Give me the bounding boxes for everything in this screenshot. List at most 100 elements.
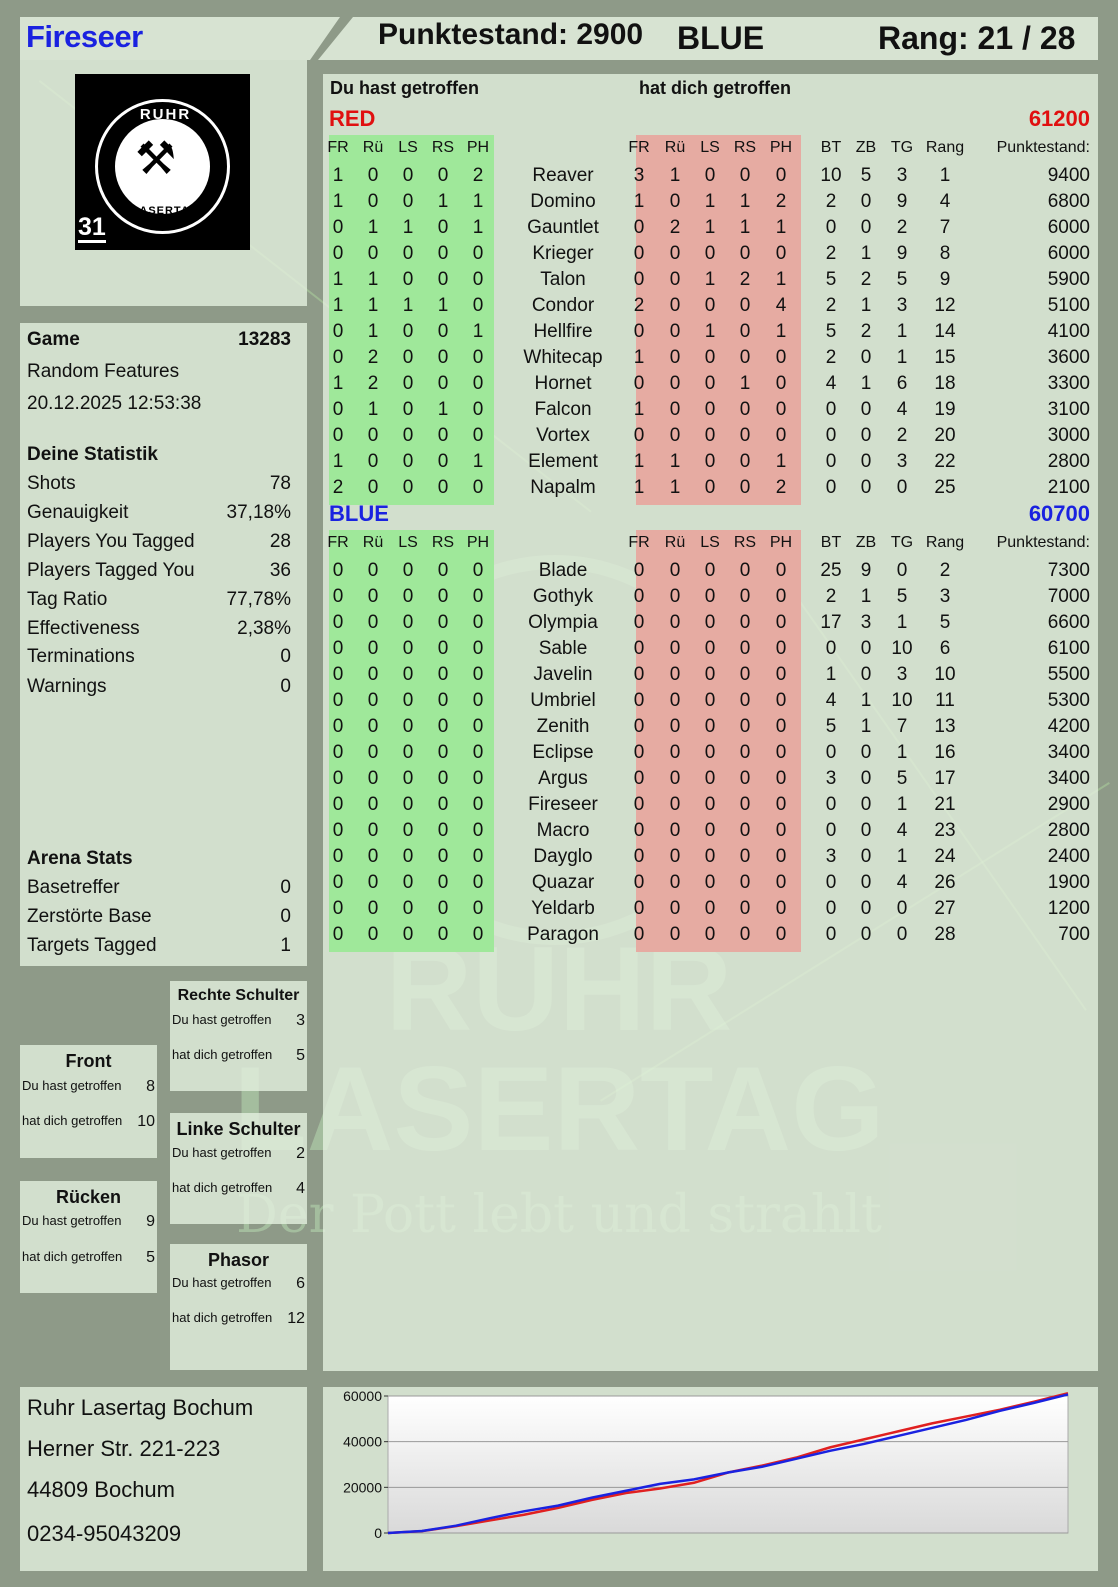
you-hit-cell: 1 — [367, 321, 379, 342]
player-stat-cell: 0 — [896, 924, 908, 945]
hit-you-cell: 0 — [704, 638, 716, 659]
you-hit-cell: 0 — [367, 846, 379, 867]
hit-you-cell: 0 — [775, 347, 787, 368]
you-hit-cell: 0 — [402, 243, 414, 264]
player-name-cell: Argus — [538, 768, 588, 789]
hit-you-cell: 0 — [704, 165, 716, 186]
you-hit-cell: 0 — [332, 690, 344, 711]
zone-title: Linke Schulter — [176, 1119, 301, 1139]
you-hit-header: Du hast getroffen — [330, 78, 480, 98]
address-phone: 0234-95043209 — [27, 1521, 182, 1546]
player-name-cell: Sable — [538, 638, 588, 659]
zone-you-hit-row: Du hast getroffen 8 — [22, 1078, 155, 1095]
you-hit-cell: 0 — [437, 846, 449, 867]
player-score-cell: 700 — [1058, 924, 1090, 945]
player-row: 1 1 1 1 0 Condor 2 0 0 0 4 2 1 3 12 5100 — [323, 295, 1098, 321]
hit-you-cell: 0 — [739, 690, 751, 711]
hit-you-cell: 1 — [775, 217, 787, 238]
hit-you-cell: 0 — [775, 243, 787, 264]
game-datetime-text: 20.12.2025 12:53:38 — [27, 393, 202, 414]
you-hit-cell: 0 — [437, 165, 449, 186]
you-hit-cell: 1 — [472, 451, 484, 472]
you-hit-column-bg — [329, 135, 494, 505]
stats-panel: Game 13283 Random Features 20.12.2025 12… — [20, 323, 307, 966]
player-stat-cell: 7 — [939, 217, 951, 238]
you-hit-cell: 0 — [437, 638, 449, 659]
zone-hit-you-row: hat dich getroffen 5 — [172, 1047, 305, 1064]
player-stat-cell: 6 — [939, 638, 951, 659]
hammer-icon: ⚒ — [135, 132, 177, 184]
you-hit-cell: 0 — [367, 165, 379, 186]
hit-you-cell: 0 — [775, 399, 787, 420]
you-hit-cell: 0 — [332, 321, 344, 342]
hit-you-cell: 0 — [739, 165, 751, 186]
column-header: FR — [628, 534, 650, 551]
hit-you-cell: 0 — [633, 560, 645, 581]
player-row: 0 0 0 0 0 Zenith 0 0 0 0 0 5 1 7 13 4200 — [323, 716, 1098, 742]
you-hit-cell: 0 — [367, 191, 379, 212]
hit-you-cell: 0 — [669, 846, 681, 867]
player-score-cell: 2800 — [1047, 820, 1090, 841]
you-hit-cell: 1 — [332, 269, 344, 290]
player-stat-cell: 0 — [860, 846, 872, 867]
player-name-cell: Javelin — [533, 664, 593, 685]
you-hit-cell: 0 — [402, 560, 414, 581]
player-row: 0 0 0 0 0 Yeldarb 0 0 0 0 0 0 0 0 27 1200 — [323, 898, 1098, 924]
player-name-cell: Condor — [531, 295, 595, 316]
column-header: ZB — [855, 534, 877, 551]
hit-you-cell: 0 — [739, 477, 751, 498]
you-hit-cell: 0 — [472, 664, 484, 685]
player-score-cell: 3100 — [1047, 399, 1090, 420]
you-hit-cell: 0 — [437, 586, 449, 607]
you-hit-cell: 0 — [402, 716, 414, 737]
hit-you-cell: 0 — [704, 924, 716, 945]
player-stat-cell: 5 — [825, 269, 837, 290]
player-row: 1 0 0 1 1 Domino 1 0 1 1 2 2 0 9 4 6800 — [323, 191, 1098, 217]
player-score-cell: 4200 — [1047, 716, 1090, 737]
hit-you-cell: 0 — [669, 794, 681, 815]
you-hit-cell: 1 — [367, 217, 379, 238]
zone-hit-you-row: hat dich getroffen 4 — [172, 1180, 305, 1197]
hit-you-cell: 0 — [775, 872, 787, 893]
player-stat-cell: 1 — [896, 321, 908, 342]
stat-label: Terminations — [27, 646, 135, 667]
hit-you-cell: 0 — [633, 321, 645, 342]
stat-value: 37,18% — [226, 502, 291, 523]
you-hit-cell: 2 — [332, 477, 344, 498]
player-stat-cell: 0 — [860, 820, 872, 841]
zone-you-hit-label: Du hast getroffen — [172, 1145, 272, 1160]
player-stat-cell: 17 — [934, 768, 956, 789]
team-score: 60700 — [1028, 501, 1090, 526]
column-header: Rang — [925, 534, 965, 551]
player-name-cell: Umbriel — [530, 690, 596, 711]
you-hit-cell: 1 — [332, 191, 344, 212]
player-score-cell: 7000 — [1047, 586, 1090, 607]
hit-you-cell: 0 — [739, 243, 751, 264]
player-stat-cell: 0 — [825, 872, 837, 893]
player-row: 0 0 0 0 0 Olympia 0 0 0 0 0 17 3 1 5 6600 — [323, 612, 1098, 638]
player-stat-cell: 0 — [825, 742, 837, 763]
hit-you-cell: 0 — [775, 586, 787, 607]
player-row: 1 1 0 0 0 Talon 0 0 1 2 1 5 2 5 9 5900 — [323, 269, 1098, 295]
team-name: RED — [329, 106, 376, 131]
hit-you-cell: 0 — [739, 898, 751, 919]
you-hit-cell: 0 — [437, 794, 449, 815]
y-tick-label: 0 — [374, 1525, 382, 1541]
player-stat-cell: 1 — [896, 612, 908, 633]
you-hit-cell: 1 — [332, 295, 344, 316]
hit-you-cell: 0 — [669, 243, 681, 264]
zone-hit-you-value: 10 — [137, 1113, 155, 1130]
hit-you-cell: 0 — [704, 612, 716, 633]
player-stat-cell: 15 — [934, 347, 956, 368]
zone-title: Rechte Schulter — [177, 987, 300, 1004]
player-stat-cell: 0 — [860, 399, 872, 420]
you-hit-cell: 0 — [367, 451, 379, 472]
hit-you-cell: 0 — [775, 768, 787, 789]
player-row: 0 0 0 0 0 Javelin 0 0 0 0 0 1 0 3 10 5500 — [323, 664, 1098, 690]
you-hit-cell: 0 — [402, 586, 414, 607]
team-table-header: FR FR Rü Rü LS LS RS RS PH PH BT ZB TG Rang Punktestan… — [323, 534, 1098, 560]
you-hit-cell: 0 — [402, 612, 414, 633]
you-hit-cell: 0 — [332, 347, 344, 368]
you-hit-cell: 0 — [472, 477, 484, 498]
arena-label: Targets Tagged — [27, 935, 157, 956]
